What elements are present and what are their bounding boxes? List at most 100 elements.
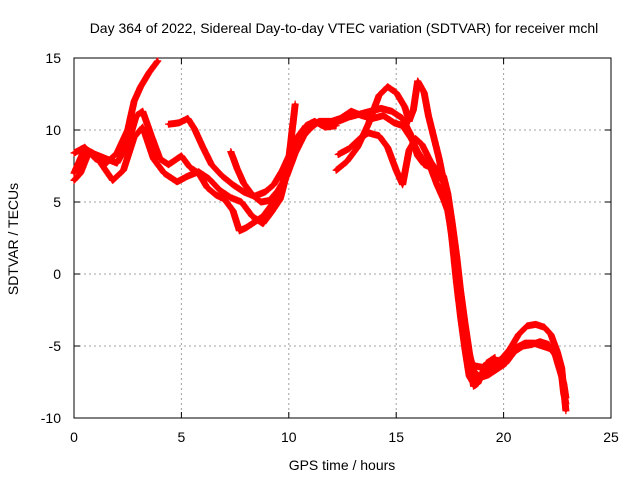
data-point <box>386 145 390 149</box>
data-point <box>188 165 192 169</box>
chart-title: Day 364 of 2022, Sidereal Day-to-day VTE… <box>90 20 599 36</box>
data-point <box>304 124 308 128</box>
data-point <box>111 178 115 182</box>
data-point <box>152 157 155 161</box>
data-point <box>557 367 561 371</box>
data-point <box>197 170 201 174</box>
data-point <box>201 145 205 149</box>
data-marks <box>70 57 570 415</box>
x-axis-label: GPS time / hours <box>289 457 396 473</box>
data-point <box>158 157 162 161</box>
data-point <box>454 252 458 256</box>
x-tick-label: 0 <box>70 429 78 445</box>
data-point <box>192 127 196 131</box>
data-point <box>542 325 546 329</box>
data-point <box>433 140 437 143</box>
x-tick-label: 5 <box>178 429 186 445</box>
data-point <box>268 199 271 203</box>
data-point <box>242 190 246 194</box>
data-point <box>377 93 381 97</box>
data-point <box>250 193 254 197</box>
data-point <box>416 79 420 83</box>
data-point <box>538 340 542 344</box>
series-markers <box>165 104 570 415</box>
data-point <box>336 153 340 156</box>
data-point <box>547 343 551 347</box>
data-point <box>476 381 480 385</box>
data-point <box>276 189 280 192</box>
data-point <box>564 396 568 400</box>
data-point <box>186 174 190 178</box>
data-point <box>401 183 405 187</box>
data-point <box>141 109 145 113</box>
data-point <box>377 134 381 138</box>
data-point <box>87 150 91 154</box>
data-point <box>495 367 499 371</box>
data-point <box>218 189 222 192</box>
data-point <box>162 171 166 175</box>
data-point <box>259 200 263 204</box>
data-point <box>72 151 76 155</box>
data-point <box>270 203 274 207</box>
data-point <box>366 131 370 135</box>
data-point <box>278 197 282 201</box>
data-point <box>261 214 265 218</box>
data-point <box>229 196 233 200</box>
data-point <box>422 160 426 164</box>
plot-frame <box>73 57 612 419</box>
data-point <box>237 229 241 233</box>
data-point <box>416 150 420 154</box>
data-point <box>141 125 145 129</box>
x-tick-label: 15 <box>388 429 404 445</box>
data-point <box>175 180 179 184</box>
data-point <box>403 105 407 109</box>
data-point <box>356 145 359 149</box>
data-point <box>115 161 119 165</box>
data-point <box>562 381 566 385</box>
data-point <box>386 85 390 89</box>
data-point <box>132 135 136 139</box>
data-point <box>429 160 433 164</box>
data-point <box>263 190 267 194</box>
data-point <box>121 168 125 172</box>
data-point <box>235 167 239 171</box>
y-tick-label: -5 <box>49 338 62 354</box>
data-point <box>78 171 82 175</box>
y-tick-label: 15 <box>45 50 61 66</box>
data-point <box>459 289 463 293</box>
data-point <box>205 186 209 190</box>
data-point <box>549 333 553 336</box>
data-point <box>414 137 417 141</box>
data-point <box>472 384 475 388</box>
data-point <box>487 373 491 377</box>
x-tick-label: 20 <box>496 429 512 445</box>
data-point <box>149 134 153 138</box>
data-point <box>467 350 471 354</box>
data-point <box>437 157 441 161</box>
data-point <box>240 200 243 204</box>
data-point <box>435 168 439 172</box>
data-point <box>517 333 521 336</box>
data-point <box>442 174 445 178</box>
data-point <box>317 119 321 123</box>
data-point <box>280 168 284 172</box>
data-point <box>147 70 151 74</box>
series-track-4 <box>165 104 570 415</box>
data-point <box>139 85 143 89</box>
data-point <box>422 91 426 95</box>
data-point <box>381 114 385 118</box>
data-point <box>72 171 76 175</box>
data-point <box>426 114 430 118</box>
data-point <box>401 124 405 128</box>
y-tick-labels: -10 -5 0 5 10 15 <box>41 50 61 426</box>
series-track-3 <box>70 117 340 228</box>
data-point <box>530 343 533 347</box>
y-tick-label: -10 <box>41 410 61 426</box>
data-point <box>231 209 235 213</box>
y-tick-label: 0 <box>53 266 61 282</box>
data-point <box>214 193 218 197</box>
data-point <box>345 160 349 164</box>
data-point <box>463 321 467 325</box>
data-point <box>179 154 183 158</box>
